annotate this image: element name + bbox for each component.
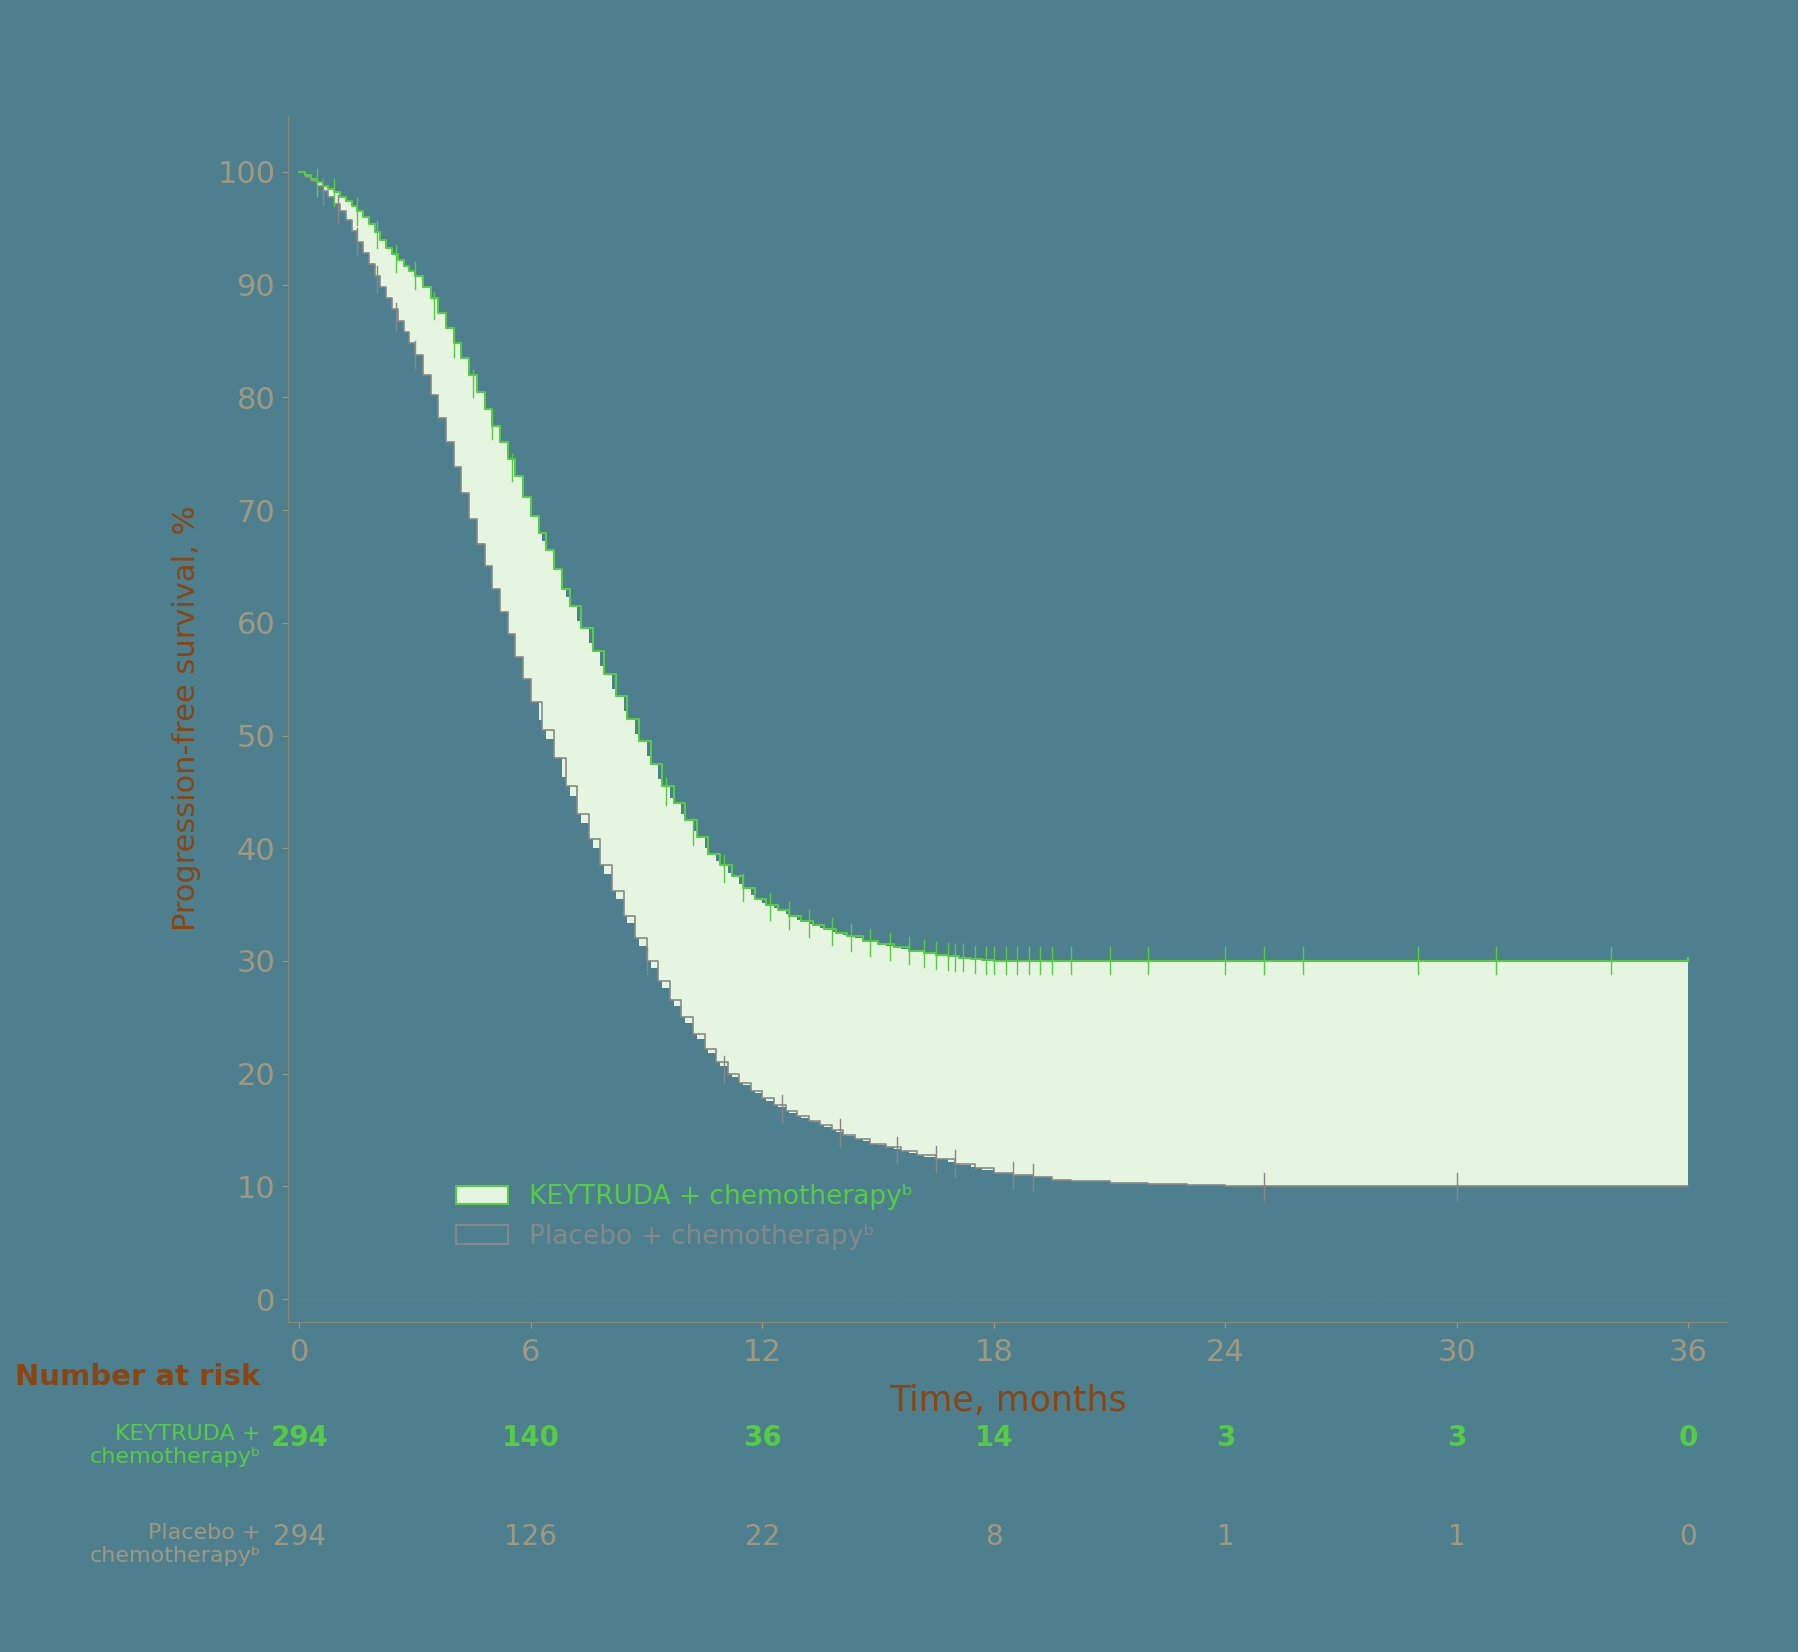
Text: 126: 126	[503, 1523, 557, 1551]
Text: 14: 14	[975, 1424, 1012, 1452]
Text: Number at risk: Number at risk	[16, 1363, 261, 1391]
Legend: KEYTRUDA + chemotherapyᵇ, Placebo + chemotherapyᵇ: KEYTRUDA + chemotherapyᵇ, Placebo + chem…	[444, 1175, 924, 1260]
Text: 36: 36	[743, 1424, 782, 1452]
Text: 3: 3	[1215, 1424, 1235, 1452]
Text: Placebo +
chemotherapyᵇ: Placebo + chemotherapyᵇ	[90, 1523, 261, 1566]
Text: 0: 0	[1679, 1523, 1696, 1551]
Text: 8: 8	[985, 1523, 1001, 1551]
Text: 22: 22	[744, 1523, 780, 1551]
Text: 3: 3	[1446, 1424, 1465, 1452]
Text: 294: 294	[273, 1523, 325, 1551]
Text: 140: 140	[502, 1424, 559, 1452]
Text: 0: 0	[1678, 1424, 1697, 1452]
Y-axis label: Progression-free survival, %: Progression-free survival, %	[171, 506, 200, 932]
Text: 294: 294	[270, 1424, 329, 1452]
Text: KEYTRUDA +
chemotherapyᵇ: KEYTRUDA + chemotherapyᵇ	[90, 1424, 261, 1467]
X-axis label: Time, months: Time, months	[888, 1384, 1126, 1417]
Text: 1: 1	[1447, 1523, 1465, 1551]
Text: 1: 1	[1215, 1523, 1233, 1551]
